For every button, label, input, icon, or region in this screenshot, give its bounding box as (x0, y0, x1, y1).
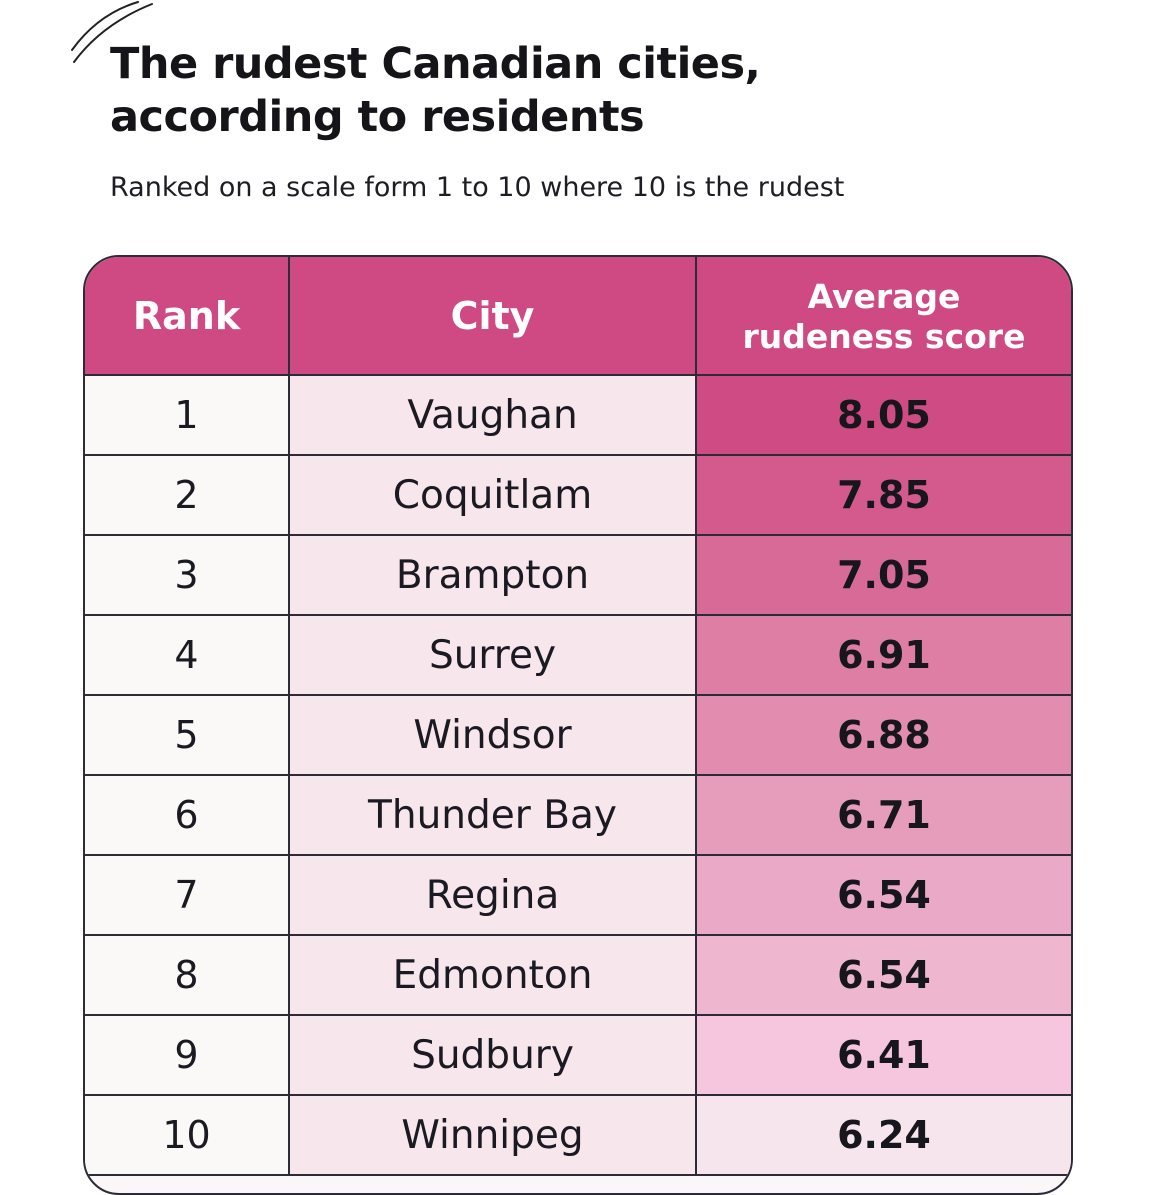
city-cell: Winnipeg (288, 1096, 695, 1174)
chart-title-line1: The rudest Canadian cities, (110, 39, 761, 89)
table-row: 4 Surrey 6.91 (85, 616, 1071, 696)
score-cell: 6.41 (695, 1016, 1071, 1094)
city-cell: Surrey (288, 616, 695, 694)
score-cell: 7.05 (695, 536, 1071, 614)
city-cell: Vaughan (288, 376, 695, 454)
rank-cell: 2 (85, 456, 288, 534)
rank-cell: 3 (85, 536, 288, 614)
rank-cell: 7 (85, 856, 288, 934)
table-row: 5 Windsor 6.88 (85, 696, 1071, 776)
table-row: 9 Sudbury 6.41 (85, 1016, 1071, 1096)
city-cell: Windsor (288, 696, 695, 774)
city-cell: Thunder Bay (288, 776, 695, 854)
table-row: 6 Thunder Bay 6.71 (85, 776, 1071, 856)
header-score-line1: Average (807, 276, 961, 316)
table-row: 3 Brampton 7.05 (85, 536, 1071, 616)
score-cell: 7.85 (695, 456, 1071, 534)
city-cell: Brampton (288, 536, 695, 614)
rudeness-table: Rank City Average rudeness score 1 Vaugha… (83, 255, 1073, 1195)
rank-cell: 5 (85, 696, 288, 774)
rank-cell: 10 (85, 1096, 288, 1174)
score-cell: 6.54 (695, 856, 1071, 934)
score-cell: 6.88 (695, 696, 1071, 774)
header-score: Average rudeness score (695, 257, 1071, 374)
table-row: 8 Edmonton 6.54 (85, 936, 1071, 1016)
rank-cell: 9 (85, 1016, 288, 1094)
decorative-strokes-icon (71, 1, 153, 63)
header-city: City (288, 257, 695, 374)
table-header-row: Rank City Average rudeness score (85, 257, 1071, 376)
chart-subtitle: Ranked on a scale form 1 to 10 where 10 … (110, 172, 845, 203)
score-cell: 6.54 (695, 936, 1071, 1014)
table-row: 1 Vaughan 8.05 (85, 376, 1071, 456)
score-cell: 6.71 (695, 776, 1071, 854)
score-cell: 6.24 (695, 1096, 1071, 1174)
rank-cell: 4 (85, 616, 288, 694)
score-cell: 8.05 (695, 376, 1071, 454)
rank-cell: 6 (85, 776, 288, 854)
city-cell: Regina (288, 856, 695, 934)
city-cell: Coquitlam (288, 456, 695, 534)
header-rank: Rank (132, 293, 241, 338)
score-cell: 6.91 (695, 616, 1071, 694)
table-row: 10 Winnipeg 6.24 (85, 1096, 1071, 1176)
city-cell: Sudbury (288, 1016, 695, 1094)
rank-cell: 1 (85, 376, 288, 454)
chart-title-line2: according to residents (110, 92, 645, 142)
table-row: 7 Regina 6.54 (85, 856, 1071, 936)
table-row: 2 Coquitlam 7.85 (85, 456, 1071, 536)
header-score-line2: rudeness score (742, 316, 1026, 356)
city-cell: Edmonton (288, 936, 695, 1014)
rank-cell: 8 (85, 936, 288, 1014)
chart-title: The rudest Canadian cities, according to… (110, 38, 761, 144)
